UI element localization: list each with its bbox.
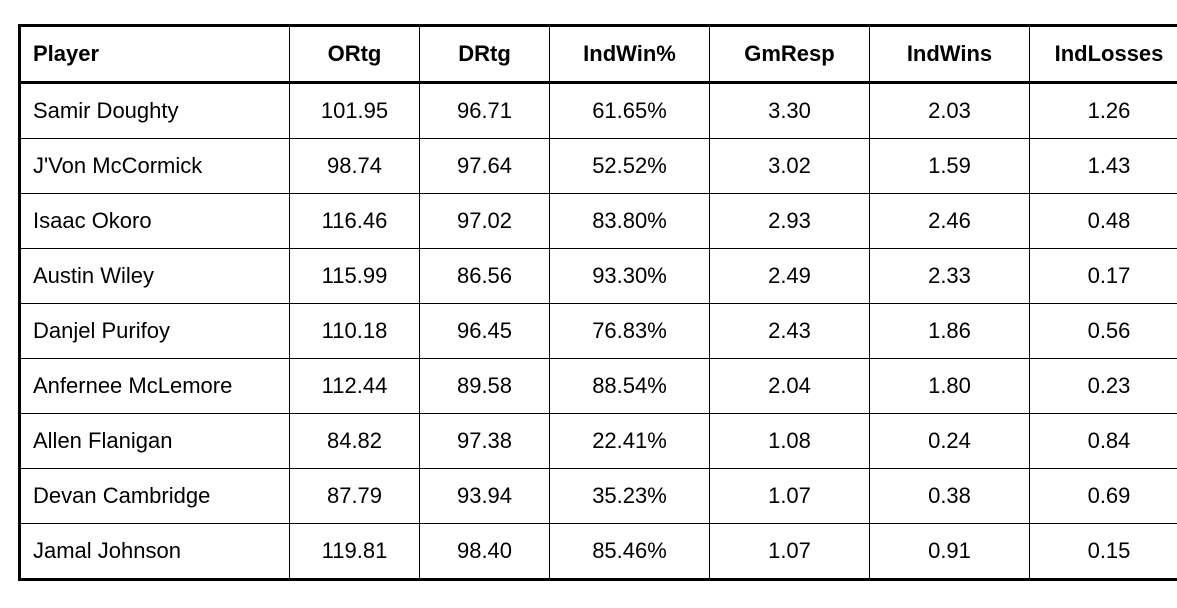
table-row: Anfernee McLemore 112.44 89.58 88.54% 2.… xyxy=(20,359,1177,414)
cell-player: Isaac Okoro xyxy=(20,194,290,249)
cell-indwinpct: 76.83% xyxy=(550,304,710,359)
cell-drtg: 96.71 xyxy=(420,83,550,139)
cell-indlosses: 0.56 xyxy=(1030,304,1177,359)
cell-indwinpct: 61.65% xyxy=(550,83,710,139)
cell-ortg: 119.81 xyxy=(290,524,420,580)
cell-player: Austin Wiley xyxy=(20,249,290,304)
table-header: Player ORtg DRtg IndWin% GmResp IndWins … xyxy=(20,26,1177,83)
cell-player: Danjel Purifoy xyxy=(20,304,290,359)
table-row: Austin Wiley 115.99 86.56 93.30% 2.49 2.… xyxy=(20,249,1177,304)
cell-drtg: 97.38 xyxy=(420,414,550,469)
cell-drtg: 89.58 xyxy=(420,359,550,414)
cell-indlosses: 0.23 xyxy=(1030,359,1177,414)
cell-indwins: 2.33 xyxy=(870,249,1030,304)
stats-table: Player ORtg DRtg IndWin% GmResp IndWins … xyxy=(18,24,1177,581)
col-header-gmresp: GmResp xyxy=(710,26,870,83)
cell-indwinpct: 35.23% xyxy=(550,469,710,524)
cell-indwins: 0.24 xyxy=(870,414,1030,469)
table-row: Isaac Okoro 116.46 97.02 83.80% 2.93 2.4… xyxy=(20,194,1177,249)
table-container: Player ORtg DRtg IndWin% GmResp IndWins … xyxy=(0,0,1177,605)
cell-gmresp: 2.49 xyxy=(710,249,870,304)
cell-gmresp: 1.07 xyxy=(710,469,870,524)
table-row: J'Von McCormick 98.74 97.64 52.52% 3.02 … xyxy=(20,139,1177,194)
cell-indlosses: 0.17 xyxy=(1030,249,1177,304)
table-row: Samir Doughty 101.95 96.71 61.65% 3.30 2… xyxy=(20,83,1177,139)
cell-gmresp: 1.08 xyxy=(710,414,870,469)
col-header-player: Player xyxy=(20,26,290,83)
cell-player: Allen Flanigan xyxy=(20,414,290,469)
cell-indlosses: 1.26 xyxy=(1030,83,1177,139)
cell-ortg: 115.99 xyxy=(290,249,420,304)
cell-player: Devan Cambridge xyxy=(20,469,290,524)
cell-indwins: 1.86 xyxy=(870,304,1030,359)
cell-indlosses: 0.15 xyxy=(1030,524,1177,580)
cell-gmresp: 1.07 xyxy=(710,524,870,580)
cell-ortg: 110.18 xyxy=(290,304,420,359)
cell-ortg: 116.46 xyxy=(290,194,420,249)
cell-indwins: 1.80 xyxy=(870,359,1030,414)
cell-indwins: 2.03 xyxy=(870,83,1030,139)
cell-indwinpct: 52.52% xyxy=(550,139,710,194)
cell-player: Jamal Johnson xyxy=(20,524,290,580)
cell-indwins: 0.38 xyxy=(870,469,1030,524)
col-header-indwinpct: IndWin% xyxy=(550,26,710,83)
cell-gmresp: 3.30 xyxy=(710,83,870,139)
table-row: Devan Cambridge 87.79 93.94 35.23% 1.07 … xyxy=(20,469,1177,524)
cell-indlosses: 0.69 xyxy=(1030,469,1177,524)
col-header-indlosses: IndLosses xyxy=(1030,26,1177,83)
cell-ortg: 112.44 xyxy=(290,359,420,414)
cell-ortg: 98.74 xyxy=(290,139,420,194)
table-row: Danjel Purifoy 110.18 96.45 76.83% 2.43 … xyxy=(20,304,1177,359)
cell-drtg: 93.94 xyxy=(420,469,550,524)
cell-indwinpct: 85.46% xyxy=(550,524,710,580)
cell-ortg: 87.79 xyxy=(290,469,420,524)
cell-indwinpct: 83.80% xyxy=(550,194,710,249)
cell-drtg: 97.64 xyxy=(420,139,550,194)
cell-indwins: 1.59 xyxy=(870,139,1030,194)
cell-drtg: 97.02 xyxy=(420,194,550,249)
cell-gmresp: 2.93 xyxy=(710,194,870,249)
cell-gmresp: 2.43 xyxy=(710,304,870,359)
cell-gmresp: 3.02 xyxy=(710,139,870,194)
col-header-ortg: ORtg xyxy=(290,26,420,83)
cell-indlosses: 0.84 xyxy=(1030,414,1177,469)
cell-indwinpct: 93.30% xyxy=(550,249,710,304)
cell-player: Samir Doughty xyxy=(20,83,290,139)
cell-player: Anfernee McLemore xyxy=(20,359,290,414)
cell-indwinpct: 88.54% xyxy=(550,359,710,414)
cell-indlosses: 0.48 xyxy=(1030,194,1177,249)
cell-indlosses: 1.43 xyxy=(1030,139,1177,194)
header-row: Player ORtg DRtg IndWin% GmResp IndWins … xyxy=(20,26,1177,83)
cell-player: J'Von McCormick xyxy=(20,139,290,194)
cell-drtg: 96.45 xyxy=(420,304,550,359)
cell-drtg: 98.40 xyxy=(420,524,550,580)
cell-gmresp: 2.04 xyxy=(710,359,870,414)
cell-drtg: 86.56 xyxy=(420,249,550,304)
table-body: Samir Doughty 101.95 96.71 61.65% 3.30 2… xyxy=(20,83,1177,580)
cell-ortg: 84.82 xyxy=(290,414,420,469)
table-row: Jamal Johnson 119.81 98.40 85.46% 1.07 0… xyxy=(20,524,1177,580)
cell-ortg: 101.95 xyxy=(290,83,420,139)
col-header-indwins: IndWins xyxy=(870,26,1030,83)
cell-indwins: 0.91 xyxy=(870,524,1030,580)
cell-indwins: 2.46 xyxy=(870,194,1030,249)
cell-indwinpct: 22.41% xyxy=(550,414,710,469)
col-header-drtg: DRtg xyxy=(420,26,550,83)
table-row: Allen Flanigan 84.82 97.38 22.41% 1.08 0… xyxy=(20,414,1177,469)
